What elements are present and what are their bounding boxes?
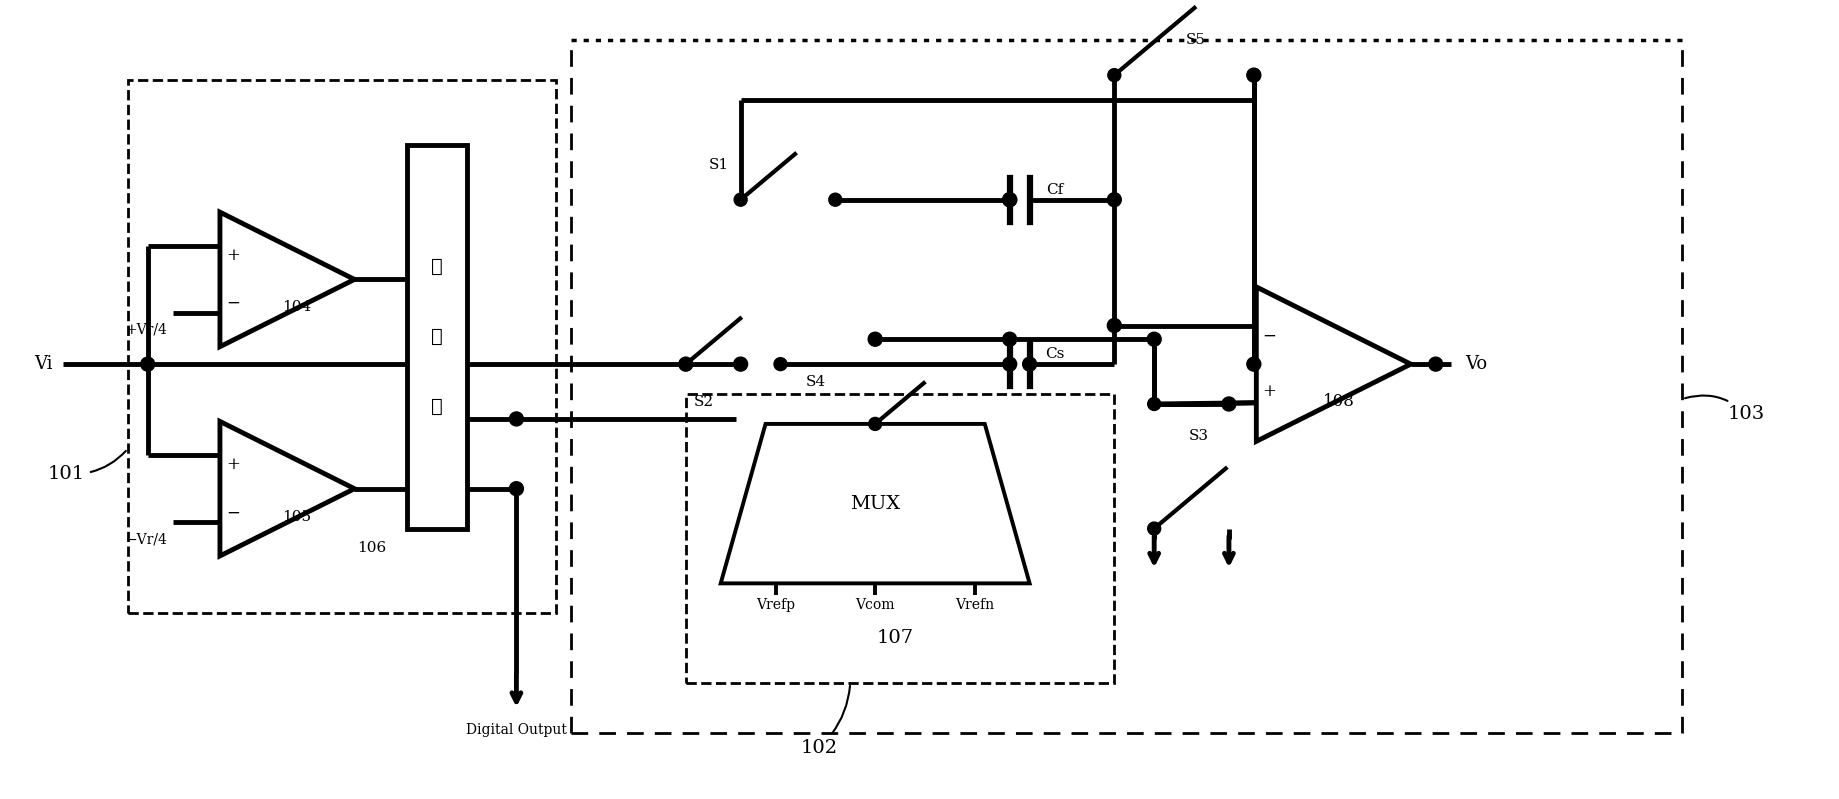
Circle shape (679, 357, 693, 371)
Text: Vrefp: Vrefp (756, 598, 794, 612)
Text: 104: 104 (283, 300, 313, 314)
Text: 103: 103 (1685, 396, 1764, 423)
Text: S1: S1 (710, 158, 730, 172)
Text: 107: 107 (877, 629, 914, 647)
Text: Cs: Cs (1045, 347, 1065, 361)
Text: 105: 105 (283, 510, 313, 523)
Text: 102: 102 (800, 686, 850, 757)
Text: −: − (1262, 328, 1276, 345)
Circle shape (868, 332, 881, 346)
Circle shape (1002, 357, 1017, 371)
Circle shape (1002, 332, 1017, 346)
Circle shape (1247, 357, 1262, 371)
Text: +: + (226, 456, 239, 473)
Text: 101: 101 (48, 451, 125, 483)
Circle shape (868, 417, 881, 431)
Circle shape (1022, 357, 1037, 371)
Circle shape (1107, 319, 1122, 332)
Text: MUX: MUX (850, 495, 901, 513)
Text: +: + (226, 247, 239, 264)
Text: Vo: Vo (1466, 355, 1488, 373)
Circle shape (1002, 193, 1017, 207)
Text: −Vr/4: −Vr/4 (125, 532, 167, 547)
Circle shape (1107, 69, 1120, 81)
Circle shape (509, 482, 524, 495)
Circle shape (1002, 193, 1017, 207)
Text: Vi: Vi (35, 355, 53, 373)
Circle shape (1148, 522, 1160, 535)
Text: 器: 器 (430, 397, 443, 415)
Text: −: − (226, 504, 239, 522)
Circle shape (1107, 193, 1122, 207)
Text: 106: 106 (357, 542, 386, 555)
Text: 码: 码 (430, 328, 443, 346)
Circle shape (1247, 69, 1260, 81)
Text: S5: S5 (1186, 34, 1206, 47)
Circle shape (1247, 68, 1262, 82)
Text: S3: S3 (1190, 429, 1208, 443)
Circle shape (774, 358, 787, 371)
Circle shape (1148, 398, 1160, 411)
FancyBboxPatch shape (406, 145, 467, 529)
Text: Vcom: Vcom (855, 598, 896, 612)
Circle shape (734, 193, 747, 206)
Circle shape (142, 357, 154, 371)
Circle shape (868, 332, 883, 346)
Circle shape (1429, 357, 1442, 371)
Text: 108: 108 (1322, 393, 1355, 411)
Text: 译: 译 (430, 258, 443, 276)
Text: Vrefn: Vrefn (954, 598, 995, 612)
Text: S4: S4 (805, 375, 826, 388)
Circle shape (734, 357, 748, 371)
Text: Cf: Cf (1046, 183, 1063, 197)
Text: −: − (226, 295, 239, 312)
Text: Digital Output: Digital Output (465, 723, 566, 737)
Circle shape (1148, 332, 1160, 346)
Circle shape (509, 412, 524, 426)
Text: +Vr/4: +Vr/4 (125, 323, 167, 337)
Text: +: + (1262, 384, 1276, 400)
Circle shape (829, 193, 842, 206)
Circle shape (679, 358, 691, 371)
Text: S2: S2 (693, 395, 714, 409)
Circle shape (1221, 397, 1236, 411)
